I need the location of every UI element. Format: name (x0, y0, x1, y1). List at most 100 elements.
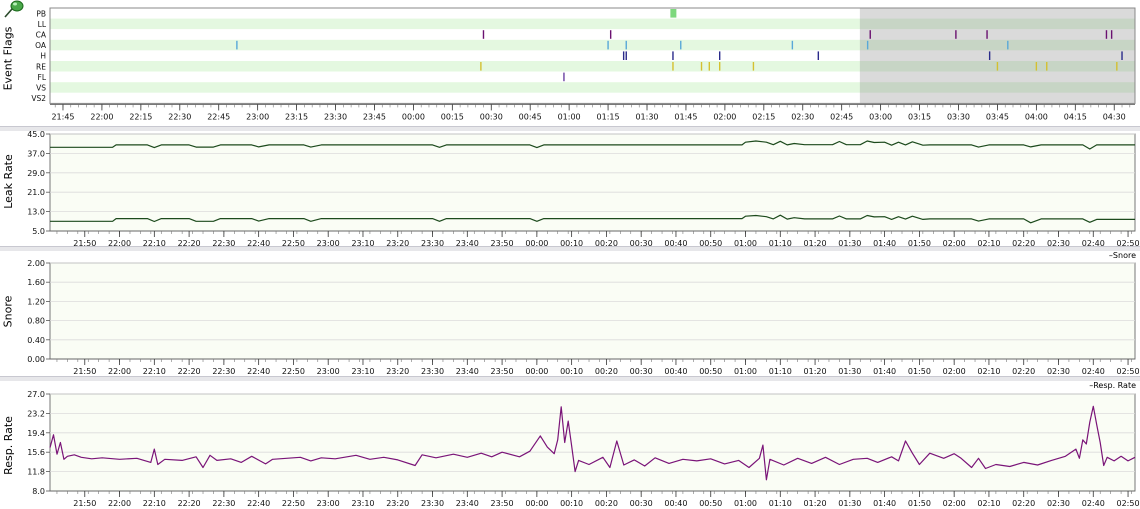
x-tick-label: 22:10 (143, 367, 166, 376)
x-tick-label: 01:50 (908, 367, 931, 376)
x-tick-label: 23:40 (456, 367, 479, 376)
x-tick-label: 23:50 (491, 367, 514, 376)
x-tick-label: 02:50 (1117, 239, 1140, 246)
plot-area (49, 133, 1136, 232)
x-tick-label: 02:20 (1012, 499, 1035, 508)
plot-area (49, 393, 1136, 492)
x-tick-label: 21:50 (73, 239, 96, 246)
x-tick-label: 22:10 (143, 499, 166, 508)
x-tick-label: 02:50 (1117, 367, 1140, 376)
x-tick-label: 02:10 (977, 499, 1000, 508)
y-tick-label: 23.2 (27, 409, 45, 418)
x-tick-label: 00:20 (595, 239, 618, 246)
y-tick-label: 11.8 (27, 468, 45, 477)
snore-legend: –Snore (1108, 251, 1136, 260)
x-tick-label: 23:30 (324, 112, 347, 121)
plot-area (49, 262, 1136, 360)
x-tick-label: 00:15 (441, 112, 464, 121)
x-tick-label: 02:30 (1047, 239, 1070, 246)
x-tick-label: 22:40 (247, 499, 270, 508)
x-tick-label: 01:30 (838, 239, 861, 246)
x-tick-label: 02:50 (1117, 499, 1140, 508)
flag-row-label: LL (38, 20, 47, 29)
flag-row-label: VS2 (31, 94, 46, 103)
x-tick-label: 01:50 (908, 499, 931, 508)
x-tick-label: 04:00 (1025, 112, 1048, 121)
flag-row-band (50, 8, 1135, 19)
x-tick-label: 23:50 (491, 499, 514, 508)
y-tick-label: 21.0 (27, 188, 45, 197)
x-tick-label: 23:20 (386, 499, 409, 508)
x-tick-label: 01:10 (769, 499, 792, 508)
x-tick-label: 01:30 (635, 112, 658, 121)
x-tick-label: 02:00 (713, 112, 736, 121)
resp-rate-panel: –Resp. Rate Resp. Rate 27.0 23.2 19.4 15.6 1… (0, 381, 1140, 509)
x-tick-label: 04:15 (1064, 112, 1087, 121)
x-tick-label: 23:10 (351, 239, 374, 246)
snore-panel: –Snore Snore 2.00 1.60 1.20 0.80 0.40 0.00 21:… (0, 251, 1140, 376)
x-tick-label: 01:20 (804, 239, 827, 246)
x-tick-label: 00:00 (525, 367, 548, 376)
x-tick-label: 22:20 (178, 499, 201, 508)
x-tick-label: 23:40 (456, 499, 479, 508)
x-tick-label: 00:50 (699, 499, 722, 508)
series-line (50, 214, 1135, 224)
x-tick-label: 02:40 (1082, 367, 1105, 376)
flag-row-label: CA (36, 31, 47, 40)
leak-rate-chart: 45.0 37.0 29.0 21.0 13.0 5.0 21:50 22:00 22:10 22… (27, 131, 1140, 246)
y-tick-label: 19.4 (27, 429, 45, 438)
flag-row-label: RE (36, 62, 46, 71)
x-tick-label: 01:30 (838, 367, 861, 376)
x-tick-label: 03:30 (947, 112, 970, 121)
y-tick-label: 27.0 (27, 390, 45, 399)
flag-row-label: OA (35, 41, 47, 50)
x-tick-label: 02:00 (943, 367, 966, 376)
y-tick-label: 1.60 (27, 278, 45, 287)
x-tick-label: 01:20 (804, 499, 827, 508)
snore-chart: 2.00 1.60 1.20 0.80 0.40 0.00 21:50 22:00 22:10 2… (27, 259, 1140, 376)
x-tick-label: 22:15 (129, 112, 152, 121)
x-tick-label: 22:20 (178, 367, 201, 376)
y-tick-label: 5.0 (32, 227, 45, 236)
x-tick-label: 02:15 (752, 112, 775, 121)
x-tick-label: 02:30 (791, 112, 814, 121)
x-tick-label: 22:50 (282, 499, 305, 508)
flag-row-band (50, 71, 1135, 83)
x-tick-label: 00:00 (525, 499, 548, 508)
x-tick-label: 01:45 (674, 112, 697, 121)
x-tick-label: 04:30 (1103, 112, 1126, 121)
y-tick-label: 0.80 (27, 317, 45, 326)
flag-row-label: H (40, 52, 46, 61)
flag-row-band (50, 39, 1135, 51)
x-tick-label: 23:30 (421, 367, 444, 376)
x-tick-label: 23:20 (386, 367, 409, 376)
x-tick-label: 00:45 (519, 112, 542, 121)
x-tick-label: 22:10 (143, 239, 166, 246)
y-tick-label: 2.00 (27, 259, 45, 268)
x-tick-label: 03:15 (908, 112, 931, 121)
pin-icon[interactable] (0, 0, 26, 20)
y-tick-label: 8.0 (32, 487, 45, 496)
x-tick-label: 03:45 (986, 112, 1009, 121)
x-tick-label: 00:20 (595, 499, 618, 508)
x-tick-label: 22:30 (212, 499, 235, 508)
series-line (49, 405, 1136, 481)
x-tick-label: 00:50 (699, 367, 722, 376)
flag-row-band (50, 18, 1135, 30)
x-tick-label: 00:30 (630, 239, 653, 246)
flag-plot-border (49, 7, 1136, 104)
x-tick-label: 01:40 (873, 367, 896, 376)
x-tick-label: 01:15 (597, 112, 620, 121)
x-tick-label: 02:20 (1012, 367, 1035, 376)
x-tick-label: 00:30 (480, 112, 503, 121)
x-tick-label: 02:40 (1082, 239, 1105, 246)
x-tick-label: 22:50 (282, 367, 305, 376)
x-tick-label: 22:40 (247, 239, 270, 246)
x-tick-label: 02:00 (943, 239, 966, 246)
flag-row-label: VS (36, 84, 46, 93)
x-tick-label: 23:00 (317, 239, 340, 246)
x-tick-label: 23:45 (363, 112, 386, 121)
x-tick-label: 00:10 (560, 239, 583, 246)
y-tick-label: 29.0 (27, 169, 45, 178)
